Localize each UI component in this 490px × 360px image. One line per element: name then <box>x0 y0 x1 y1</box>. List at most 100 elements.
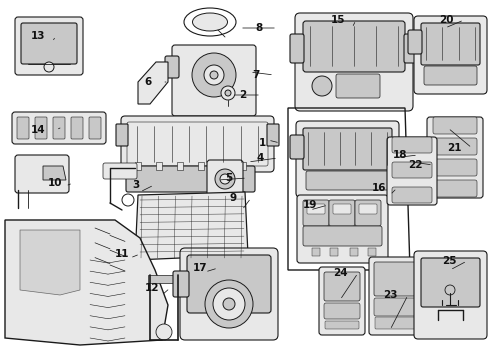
FancyBboxPatch shape <box>324 303 360 319</box>
FancyBboxPatch shape <box>392 187 432 203</box>
Circle shape <box>205 280 253 328</box>
Text: 3: 3 <box>132 180 140 190</box>
FancyBboxPatch shape <box>404 34 418 63</box>
FancyBboxPatch shape <box>392 137 432 153</box>
FancyBboxPatch shape <box>303 200 329 226</box>
Bar <box>177 162 183 170</box>
Circle shape <box>220 174 230 184</box>
Bar <box>312 248 320 256</box>
FancyBboxPatch shape <box>427 117 483 198</box>
Circle shape <box>312 76 332 96</box>
FancyBboxPatch shape <box>126 166 255 192</box>
FancyBboxPatch shape <box>290 135 304 159</box>
FancyBboxPatch shape <box>307 204 325 214</box>
FancyBboxPatch shape <box>12 112 106 144</box>
Text: 13: 13 <box>31 31 45 41</box>
FancyBboxPatch shape <box>325 321 359 329</box>
Circle shape <box>215 169 235 189</box>
FancyBboxPatch shape <box>387 137 437 205</box>
Text: 16: 16 <box>372 183 386 193</box>
Text: 2: 2 <box>240 90 246 100</box>
FancyBboxPatch shape <box>336 74 380 98</box>
FancyBboxPatch shape <box>306 171 389 190</box>
FancyBboxPatch shape <box>424 66 477 85</box>
FancyBboxPatch shape <box>121 116 274 172</box>
FancyBboxPatch shape <box>296 121 399 197</box>
FancyBboxPatch shape <box>433 117 477 134</box>
Circle shape <box>204 65 224 85</box>
FancyBboxPatch shape <box>319 267 365 335</box>
FancyBboxPatch shape <box>333 204 351 214</box>
Text: 18: 18 <box>393 150 407 160</box>
FancyBboxPatch shape <box>374 262 416 296</box>
Text: 4: 4 <box>256 153 264 163</box>
FancyBboxPatch shape <box>303 226 382 246</box>
FancyBboxPatch shape <box>295 13 413 111</box>
FancyBboxPatch shape <box>207 160 243 198</box>
Bar <box>350 248 358 256</box>
Ellipse shape <box>193 13 227 31</box>
Bar <box>240 162 246 170</box>
FancyBboxPatch shape <box>329 200 355 226</box>
FancyBboxPatch shape <box>103 163 137 179</box>
Polygon shape <box>135 192 248 260</box>
Circle shape <box>445 285 455 295</box>
Bar <box>368 248 376 256</box>
Bar <box>135 162 141 170</box>
FancyBboxPatch shape <box>414 16 487 94</box>
Polygon shape <box>5 220 168 345</box>
FancyBboxPatch shape <box>267 124 279 146</box>
FancyBboxPatch shape <box>433 159 477 176</box>
Polygon shape <box>43 166 66 180</box>
Text: 8: 8 <box>255 23 263 33</box>
Text: 12: 12 <box>145 283 159 293</box>
FancyBboxPatch shape <box>35 117 47 139</box>
Circle shape <box>213 288 245 320</box>
FancyBboxPatch shape <box>392 162 432 178</box>
Text: 24: 24 <box>333 268 347 278</box>
FancyBboxPatch shape <box>116 124 128 146</box>
Circle shape <box>156 324 172 340</box>
FancyBboxPatch shape <box>180 248 278 340</box>
Circle shape <box>44 62 54 72</box>
FancyBboxPatch shape <box>303 21 405 72</box>
Circle shape <box>210 71 218 79</box>
Bar <box>156 162 162 170</box>
FancyBboxPatch shape <box>297 195 388 263</box>
Text: 25: 25 <box>442 256 456 266</box>
Text: 7: 7 <box>252 70 260 80</box>
FancyBboxPatch shape <box>433 180 477 197</box>
Polygon shape <box>20 230 80 295</box>
FancyBboxPatch shape <box>324 272 360 301</box>
Text: 5: 5 <box>225 173 233 183</box>
Bar <box>148 275 180 283</box>
Text: 21: 21 <box>447 143 461 153</box>
Text: 23: 23 <box>383 290 397 300</box>
FancyBboxPatch shape <box>89 117 101 139</box>
FancyBboxPatch shape <box>173 271 189 297</box>
FancyBboxPatch shape <box>375 317 415 329</box>
FancyBboxPatch shape <box>303 128 392 170</box>
FancyBboxPatch shape <box>15 155 69 193</box>
FancyBboxPatch shape <box>165 56 179 78</box>
FancyBboxPatch shape <box>355 200 381 226</box>
Text: 9: 9 <box>229 193 237 203</box>
FancyBboxPatch shape <box>172 45 256 116</box>
Text: 6: 6 <box>145 77 151 87</box>
Text: 17: 17 <box>193 263 207 273</box>
Text: 1: 1 <box>258 138 266 148</box>
Text: 20: 20 <box>439 15 453 25</box>
FancyBboxPatch shape <box>408 30 422 54</box>
FancyBboxPatch shape <box>15 17 83 75</box>
FancyBboxPatch shape <box>359 204 377 214</box>
Circle shape <box>221 86 235 100</box>
FancyBboxPatch shape <box>21 23 77 64</box>
FancyBboxPatch shape <box>71 117 83 139</box>
FancyBboxPatch shape <box>433 138 477 155</box>
FancyBboxPatch shape <box>187 255 271 313</box>
Circle shape <box>192 53 236 97</box>
FancyBboxPatch shape <box>374 298 416 316</box>
FancyBboxPatch shape <box>53 117 65 139</box>
FancyBboxPatch shape <box>421 23 480 65</box>
Circle shape <box>225 90 231 96</box>
